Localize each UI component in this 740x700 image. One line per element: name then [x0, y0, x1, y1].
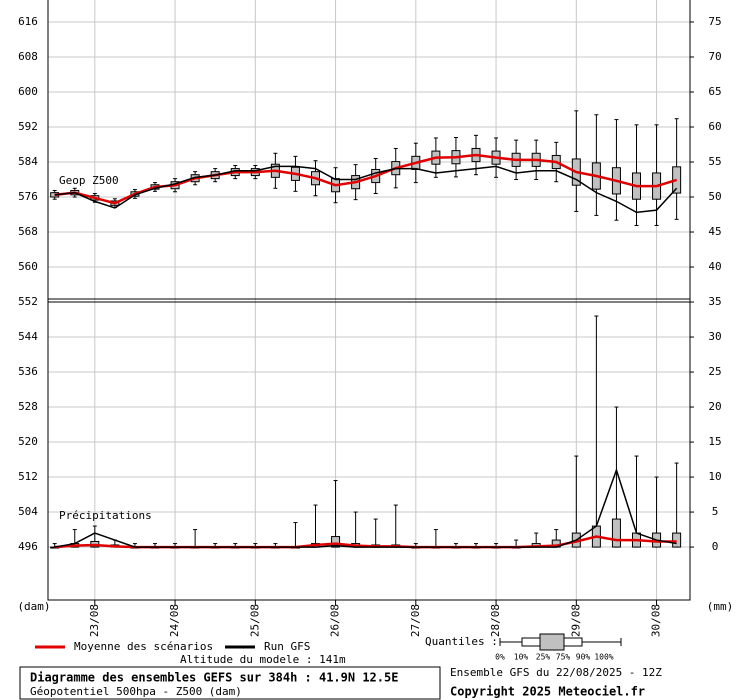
y2-tick-label: 55 [708, 155, 721, 168]
y2-tick-label: 75 [708, 15, 721, 28]
y2-tick-label: 65 [708, 85, 721, 98]
x-tick-label: 30/08 [650, 604, 663, 637]
y-tick-label: 592 [18, 120, 38, 133]
panel-label: Précipitations [59, 509, 152, 522]
y2-axis-label: (mm) [707, 600, 734, 613]
legend-label: Moyenne des scénarios [74, 640, 213, 653]
y2-tick-label: 40 [708, 260, 721, 273]
y-tick-label: 528 [18, 400, 38, 413]
y2-tick-label: 0 [712, 540, 719, 553]
quantile-legend [499, 633, 622, 651]
x-tick-label: 24/08 [168, 604, 181, 637]
y2-tick-label: 30 [708, 330, 721, 343]
line [54, 153, 677, 205]
y-tick-label: 520 [18, 435, 38, 448]
y2-tick-label: 70 [708, 50, 721, 63]
x-tick-label: 26/08 [329, 604, 342, 637]
quantile-label: 10% [514, 653, 529, 662]
title: Diagramme des ensembles GEFS sur 384h : … [30, 671, 398, 685]
legend-label: Run GFS [264, 640, 310, 653]
quantile-label: 0% [495, 653, 505, 662]
y2-tick-label: 20 [708, 400, 721, 413]
x-tick-label: 25/08 [248, 604, 261, 637]
quantile-label: 25% [536, 653, 551, 662]
y-tick-label: 568 [18, 225, 38, 238]
y-tick-label: 584 [18, 155, 38, 168]
line [54, 165, 678, 214]
y-tick-label: 504 [18, 505, 38, 518]
quantile-label: 90% [576, 653, 591, 662]
info-box [19, 666, 441, 700]
box [611, 518, 621, 548]
legend-box [539, 633, 565, 651]
y2-tick-label: 25 [708, 365, 721, 378]
y-tick-label: 608 [18, 50, 38, 63]
quantile-label: 100% [594, 653, 613, 662]
y2-tick-label: 35 [708, 295, 721, 308]
y-tick-label: 536 [18, 365, 38, 378]
run-info: Ensemble GFS du 22/08/2025 - 12Z [450, 666, 662, 679]
quantile-label: 75% [556, 653, 571, 662]
y2-tick-label: 50 [708, 190, 721, 203]
y2-tick-label: 60 [708, 120, 721, 133]
altitude: Altitude du modele : 141m [180, 653, 346, 666]
y-tick-label: 576 [18, 190, 38, 203]
y2-tick-label: 15 [708, 435, 721, 448]
y-tick-label: 616 [18, 15, 38, 28]
y2-tick-label: 45 [708, 225, 721, 238]
box [672, 532, 682, 548]
line [54, 467, 677, 548]
x-tick-label: 29/08 [569, 604, 582, 637]
y2-tick-label: 10 [708, 470, 721, 483]
panel-label: Geop Z500 [59, 174, 119, 187]
subtitle: Géopotentiel 500hpa - Z500 (dam) [30, 685, 242, 698]
x-tick-label: 28/08 [489, 604, 502, 637]
y-axis-label: (dam) [17, 600, 50, 613]
y-tick-label: 552 [18, 295, 38, 308]
x-tick-label: 27/08 [409, 604, 422, 637]
marks [50, 110, 682, 549]
box [331, 536, 341, 548]
y-tick-label: 560 [18, 260, 38, 273]
quantile-legend-title: Quantiles : [425, 635, 498, 648]
x-tick-label: 23/08 [88, 604, 101, 637]
y-tick-label: 496 [18, 540, 38, 553]
copyright: Copyright 2025 Meteociel.fr [450, 685, 645, 699]
y2-tick-label: 5 [712, 505, 719, 518]
y-tick-label: 512 [18, 470, 38, 483]
y-tick-label: 600 [18, 85, 38, 98]
y-tick-label: 544 [18, 330, 38, 343]
plot-area [48, 0, 690, 600]
